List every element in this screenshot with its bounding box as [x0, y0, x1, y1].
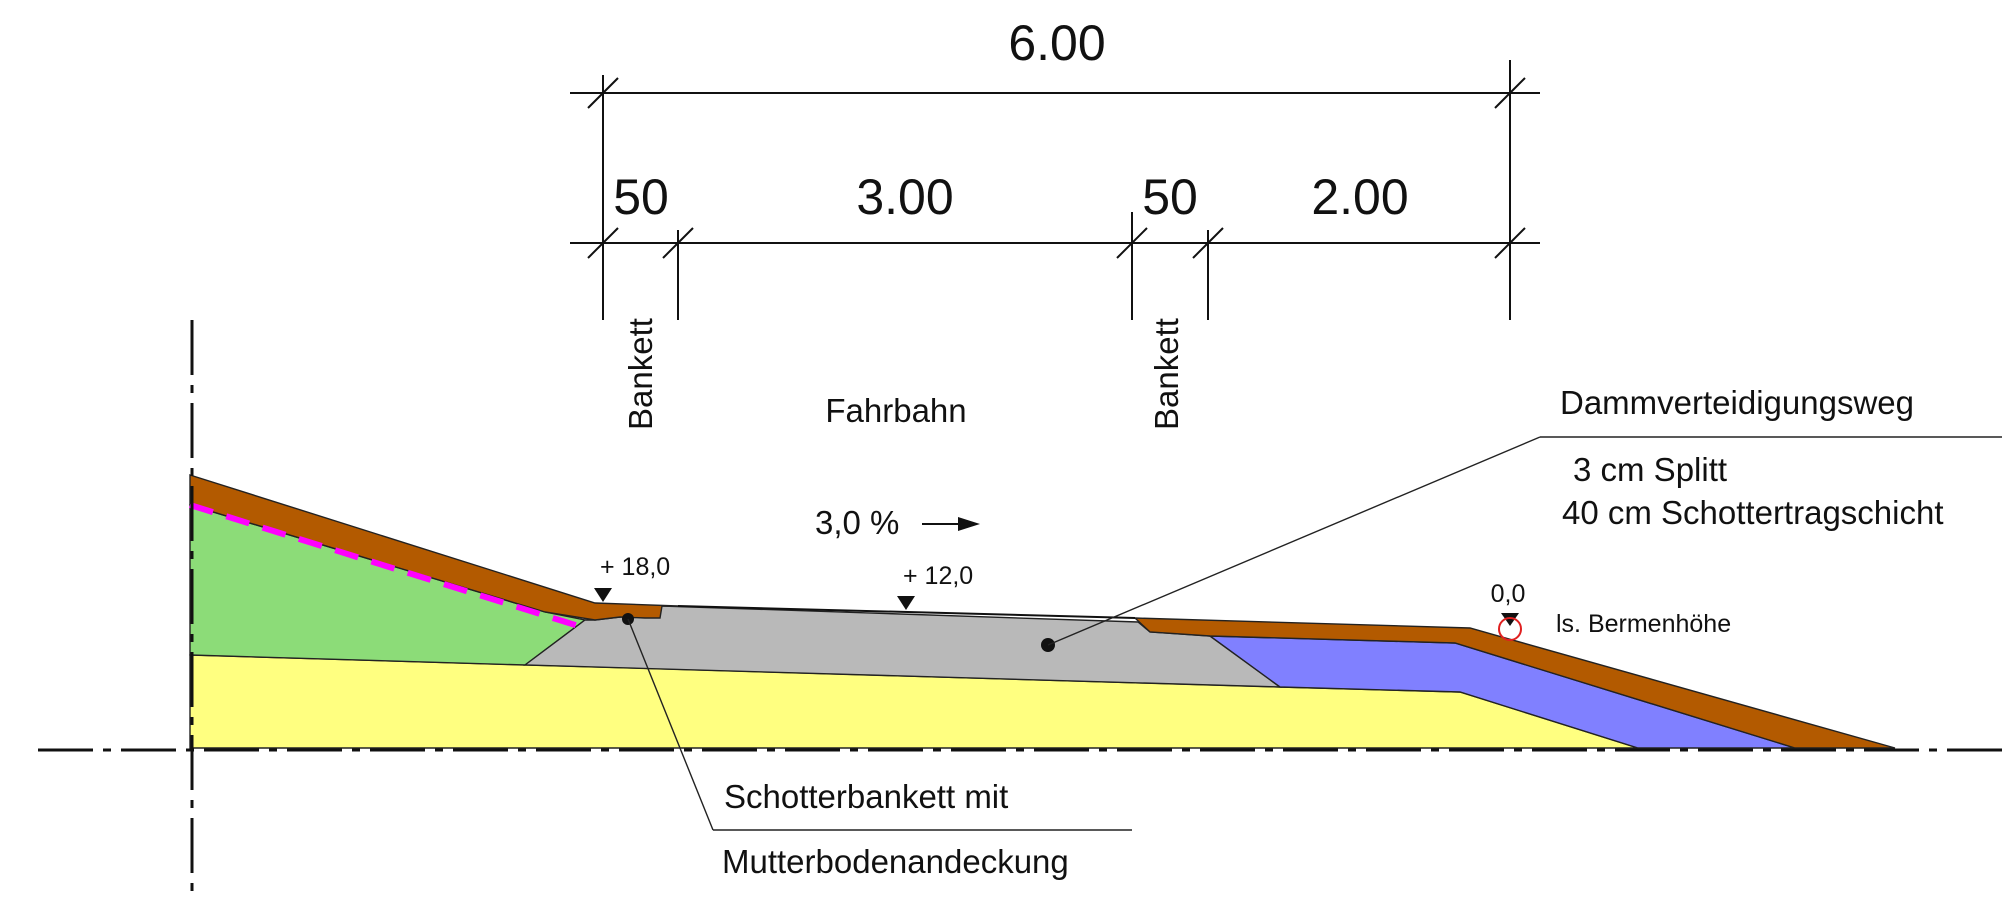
slope-label: 3,0 %: [815, 504, 899, 541]
elevation-triangle-icon: [1501, 613, 1519, 626]
dimension-lines: [570, 60, 1540, 320]
elevation-middle: + 12,0: [903, 562, 973, 590]
zone-label-fahrbahn: Fahrbahn: [825, 392, 966, 429]
shoulder-callout-line1: Schotterbankett mit: [724, 778, 1008, 815]
zone-label-bankett-right: Bankett: [1148, 318, 1185, 430]
elevation-triangle-icon: [594, 588, 612, 602]
elevation-right: 0,0: [1491, 580, 1526, 608]
dimension-outer: 2.00: [1311, 169, 1408, 225]
dimension-bankett-right: 50: [1142, 169, 1198, 225]
magenta-dashed-line: [189, 502, 586, 631]
elevation-left: + 18,0: [600, 553, 670, 581]
road-callout-leader: [1041, 436, 2002, 652]
topsoil-right-berm: [1133, 617, 1896, 749]
dimension-fahrbahn: 3.00: [856, 169, 953, 225]
dimension-bankett-left: 50: [613, 169, 669, 225]
elevation-triangle-icon: [897, 596, 915, 610]
slope-arrow-icon: [922, 517, 980, 531]
shoulder-callout-leader: [622, 613, 1132, 831]
road-callout-line1: 3 cm Splitt: [1573, 451, 1727, 488]
road-callout-line2: 40 cm Schottertragschicht: [1562, 494, 1944, 531]
road-surface: [677, 605, 1136, 619]
elevation-right-note: ls. Bermenhöhe: [1556, 610, 1731, 638]
road-callout-title: Dammverteidigungsweg: [1560, 384, 1914, 421]
target-circle-icon: [1498, 617, 1522, 641]
dimension-total: 6.00: [1008, 15, 1105, 71]
shoulder-callout-line2: Mutterbodenandeckung: [722, 843, 1069, 880]
zone-label-bankett-left: Bankett: [622, 318, 659, 430]
